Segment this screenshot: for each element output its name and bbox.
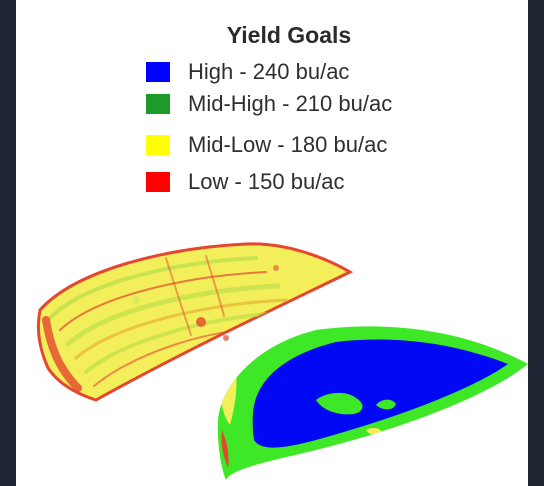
field-maps <box>36 242 528 480</box>
left-field-map <box>36 242 354 402</box>
right-field-map <box>217 326 528 480</box>
legend-swatch-high <box>146 62 170 82</box>
legend-label-low: Low - 150 bu/ac <box>188 169 345 194</box>
legend-item-mid-high: Mid-High - 210 bu/ac <box>146 90 392 118</box>
legend-swatch-mid-low <box>146 135 170 155</box>
legend-item-low: Low - 150 bu/ac <box>146 168 345 196</box>
legend-swatch-mid-high <box>146 94 170 114</box>
legend-label-high: High - 240 bu/ac <box>188 59 350 84</box>
legend-item-high: High - 240 bu/ac <box>146 58 349 86</box>
legend-label-mid-high: Mid-High - 210 bu/ac <box>188 91 393 116</box>
legend-label-mid-low: Mid-Low - 180 bu/ac <box>188 132 388 157</box>
map-panel: Yield Goals High - 240 bu/ac Mid-High - … <box>16 0 528 486</box>
legend-swatch-low <box>146 172 170 192</box>
legend-title: Yield Goals <box>226 22 352 48</box>
legend-item-mid-low: Mid-Low - 180 bu/ac <box>146 131 387 159</box>
